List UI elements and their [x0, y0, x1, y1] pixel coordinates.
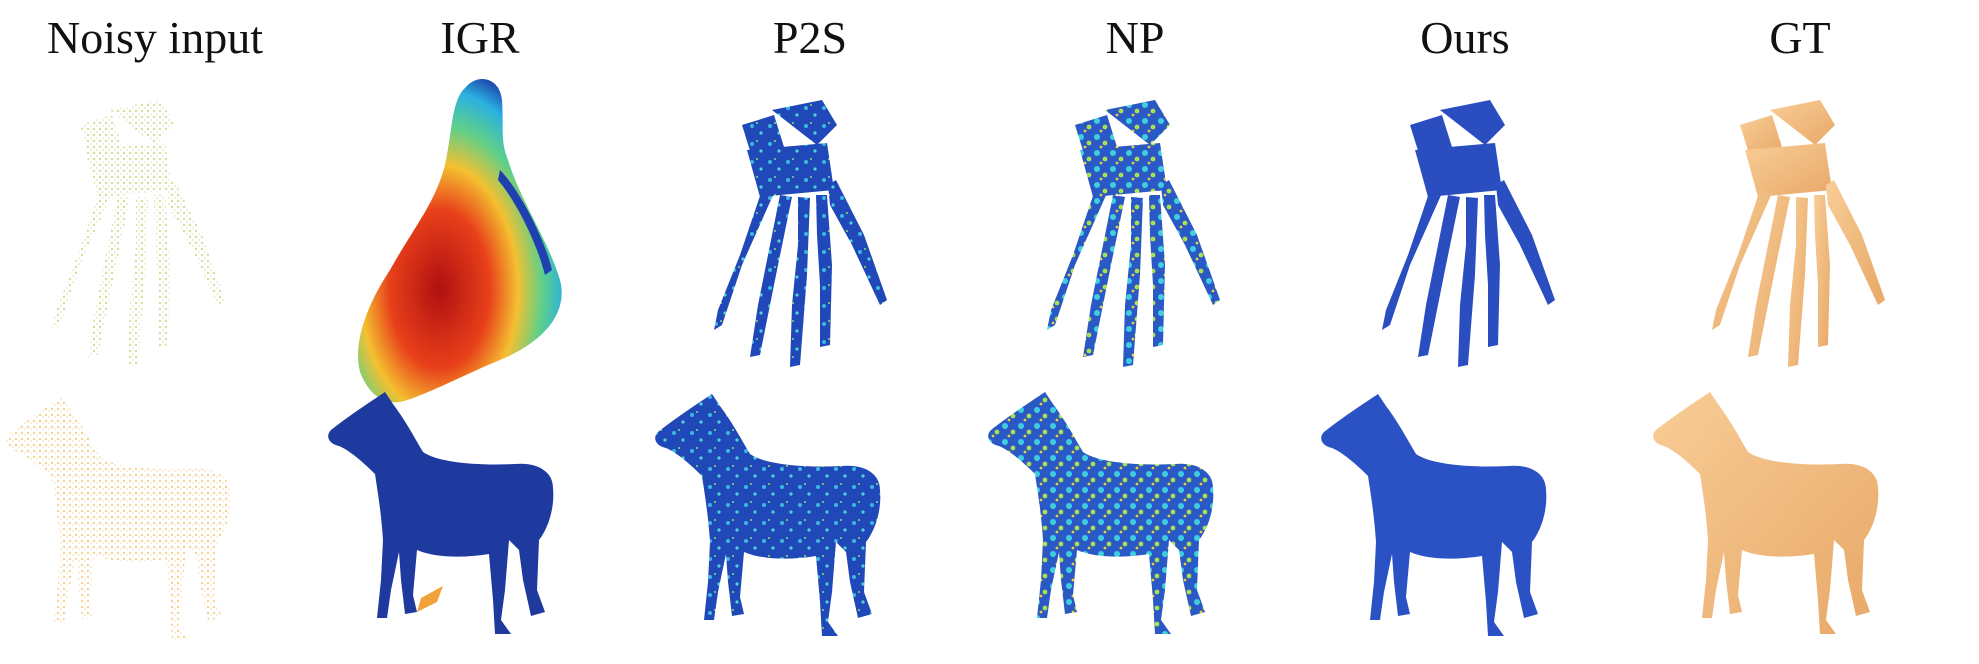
panel-np-hand: [1047, 100, 1220, 367]
column-label-np: NP: [1105, 12, 1165, 63]
panel-gt-horse: [1653, 392, 1879, 634]
column-label-gt: GT: [1769, 12, 1831, 63]
column-label-p2s: P2S: [772, 12, 848, 63]
panel-p2s-horse: [655, 394, 881, 636]
panel-igr-hand: [358, 78, 562, 403]
panel-np-horse: [988, 392, 1214, 634]
column-label-ours: Ours: [1420, 12, 1510, 63]
column-label-noisy-input: Noisy input: [47, 12, 263, 63]
panel-ours-hand: [1382, 100, 1555, 367]
panel-noisy-horse: [5, 397, 231, 639]
panel-gt-hand: [1712, 100, 1885, 367]
panel-p2s-hand: [714, 100, 887, 367]
column-label-igr: IGR: [440, 12, 520, 63]
panel-noisy-hand: [52, 100, 225, 367]
panel-ours-horse: [1321, 394, 1547, 636]
panel-igr-horse: [328, 392, 554, 634]
